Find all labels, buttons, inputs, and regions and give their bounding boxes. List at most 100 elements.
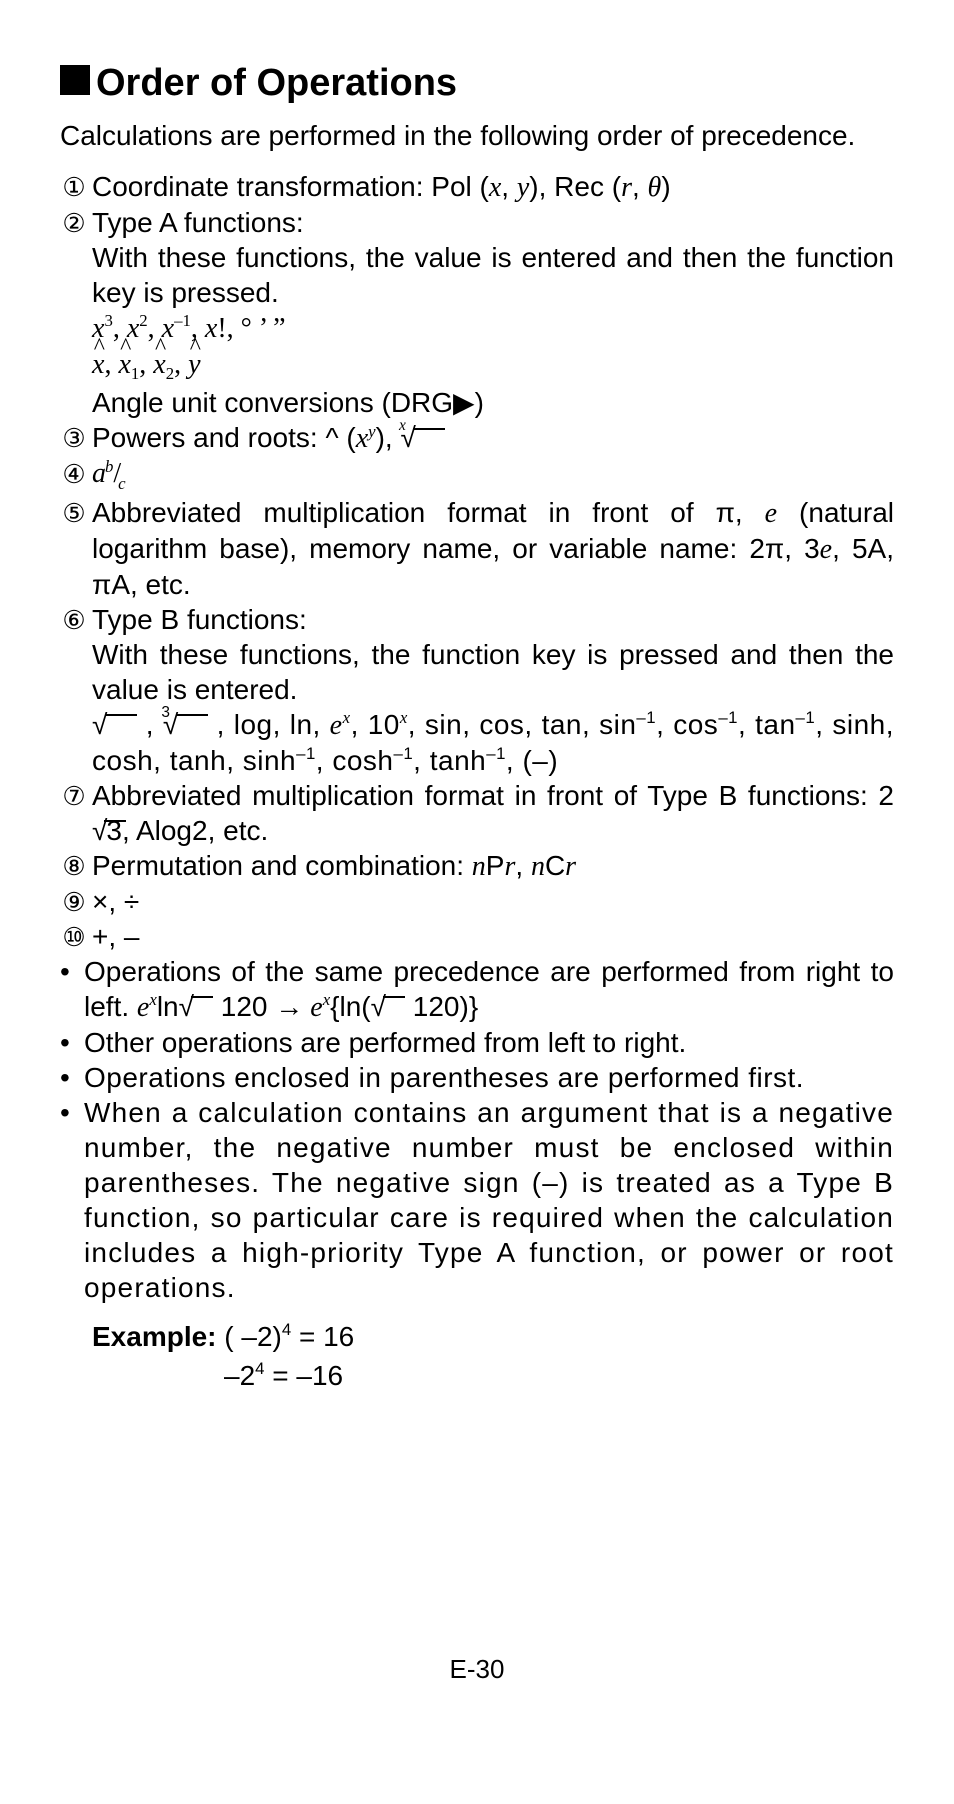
item-10: ⑩ +, – [60, 919, 894, 954]
b1-arrow: → [275, 991, 303, 1022]
b1-x2: x [323, 990, 330, 1009]
item8-a: Permutation and combination: [92, 850, 472, 881]
circled-7: ⑦ [60, 780, 88, 813]
i6m-em1: –1 [718, 708, 738, 727]
item1-sep: , [501, 171, 517, 202]
ex-l2: –2 [224, 1360, 255, 1391]
item8-n2: n [531, 851, 545, 882]
circled-3: ③ [60, 422, 88, 455]
item8-r1: r [504, 851, 515, 882]
item-1: ① Coordinate transformation: Pol (x, y),… [60, 169, 894, 205]
circled-6: ⑥ [60, 604, 88, 637]
b1-120b: 120)} [405, 991, 478, 1022]
i6m-cx: x [400, 708, 408, 727]
item9-t: ×, ÷ [92, 886, 139, 917]
b1-rad1: √ [179, 989, 213, 1024]
b1-ln: ln [157, 991, 179, 1022]
item-6: ⑥ Type B functions: [60, 602, 894, 637]
ex-l1-eq: = 16 [291, 1321, 354, 1352]
item4-a: a [92, 458, 106, 489]
i2m3-a: Angle unit conversions (DRG [92, 387, 453, 418]
item2-math1: x3, x2, x–1, x!, ° ’ ” [60, 310, 894, 346]
i2m2-c1: , [104, 349, 118, 380]
item4-c: c [118, 474, 125, 493]
item6-rad2: 3√ [163, 707, 208, 742]
item6-title: Type B functions: [92, 604, 307, 635]
item1-sep2: , [632, 171, 648, 202]
item3-y: y [368, 422, 375, 441]
i6m-b: , log, ln, [208, 709, 330, 740]
ex-l1-e: 4 [282, 1320, 291, 1339]
item8-r2: r [565, 851, 576, 882]
i2m1-e2: 2 [139, 311, 147, 330]
item1-r: r [621, 172, 632, 203]
heading-square [60, 65, 90, 95]
item3-close: ), [376, 422, 401, 453]
play-icon: ▶ [453, 387, 475, 418]
i6m-e2: , cos [656, 709, 718, 740]
item-5: ⑤ Abbreviated multiplication format in f… [60, 495, 894, 602]
i6m-dm1: –1 [636, 708, 656, 727]
item-7: ⑦ Abbreviated multiplication format in f… [60, 778, 894, 848]
i2m2-s2: 2 [166, 364, 174, 383]
b1-x: x [149, 990, 156, 1009]
item10-t: +, – [92, 921, 139, 952]
i2m3-b: ) [475, 387, 484, 418]
bullet-3: • Operations enclosed in parentheses are… [60, 1060, 894, 1095]
item6-rad1: √ [92, 707, 137, 742]
item7-end: , Alog2, etc. [122, 815, 268, 846]
circled-4: ④ [60, 458, 88, 491]
i6m-h: , cosh [316, 745, 394, 776]
b1-rad2: √ [371, 989, 405, 1024]
bullet-1: • Operations of the same precedence are … [60, 954, 894, 1025]
item1-y: y [517, 172, 529, 203]
b4-t: When a calculation contains an argument … [84, 1097, 894, 1303]
i2m2-x3: x [153, 347, 165, 382]
b3-t: Operations enclosed in parentheses are p… [84, 1062, 804, 1093]
item6-desc: With these functions, the function key i… [60, 637, 894, 707]
i2m2-c3: , [174, 349, 188, 380]
i6m-ex: x [343, 708, 351, 727]
circled-5: ⑤ [60, 497, 88, 530]
item2-math2: x, x1, x2, y [60, 346, 894, 386]
page-footer: E-30 [60, 1653, 894, 1686]
b1-e: e [137, 992, 149, 1023]
i6m-gm1: –1 [296, 744, 316, 763]
item8-C: C [545, 850, 565, 881]
item-4: ④ ab/c [60, 456, 894, 495]
i6m-a: , [137, 709, 163, 740]
item3-a: Powers and roots: ^ ( [92, 422, 356, 453]
item3-radical: x√ [400, 420, 444, 455]
item6-math: √ , 3√ , log, ln, ex, 10x, sin, cos, tan… [60, 707, 894, 778]
i2m2-x2: x [118, 347, 130, 382]
circled-8: ⑧ [60, 850, 88, 883]
lead-text: Calculations are performed in the follow… [60, 118, 894, 153]
item1-a: Coordinate transformation: Pol ( [92, 171, 489, 202]
example: Example: ( –2)4 = 16 –24 = –16 [60, 1319, 894, 1393]
item1-x: x [489, 172, 501, 203]
i2m2-c2: , [139, 349, 153, 380]
circled-2: ② [60, 207, 88, 240]
circled-9: ⑨ [60, 886, 88, 919]
b1-e2: e [303, 992, 322, 1023]
item5-e: e [765, 498, 777, 529]
item2-math3: Angle unit conversions (DRG▶) [60, 385, 894, 420]
b1-brace: {ln( [330, 991, 370, 1022]
item5-e2: e [820, 534, 832, 565]
i6m-hm1: –1 [394, 744, 414, 763]
ex-l2-eq: = –16 [265, 1360, 344, 1391]
heading-text: Order of Operations [96, 62, 457, 104]
ex-l2-e: 4 [255, 1359, 264, 1378]
i2m2-s1: 1 [131, 364, 139, 383]
item4-b: b [105, 457, 113, 476]
item1-end: ) [661, 171, 670, 202]
bullet-4: • When a calculation contains an argumen… [60, 1095, 894, 1305]
bullet-2: • Other operations are performed from le… [60, 1025, 894, 1060]
i6m-d: , sin, cos, tan, sin [408, 709, 637, 740]
item-8: ⑧ Permutation and combination: nPr, nCr [60, 848, 894, 884]
i2m1-e3: –1 [174, 311, 191, 330]
item-3: ③ Powers and roots: ^ (xy), x√ [60, 420, 894, 456]
item2-desc: With these functions, the value is enter… [60, 240, 894, 310]
item1-mid: ), Rec ( [529, 171, 621, 202]
ex-l1: ( –2) [217, 1321, 282, 1352]
